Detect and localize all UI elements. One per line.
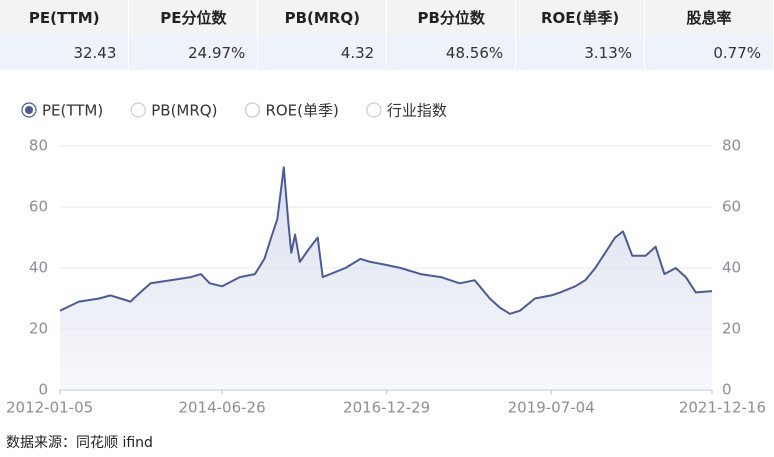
x-tick-label: 2019-07-04 [508,399,595,417]
stats-table: PE(TTM) PE分位数 PB(MRQ) PB分位数 ROE(单季) 股息率 … [0,0,774,70]
source-note: 数据来源：同花顺 ifind [6,435,153,451]
radio[interactable] [366,102,382,118]
x-tick-label: 2016-12-29 [343,399,430,417]
y2-tick-label: 40 [722,259,741,277]
option-label[interactable]: PB(MRQ) [151,102,217,120]
value-cell: 3.13% [515,35,646,70]
header-cell: PE(TTM) [0,0,130,35]
header-cell: ROE(单季) [515,0,646,35]
option-label[interactable]: ROE(单季) [265,102,338,120]
y2-tick-label: 80 [722,137,741,155]
y-tick-label: 60 [29,198,48,216]
x-tick-label: 2021-12-16 [679,399,766,417]
y-tick-label: 20 [29,320,48,338]
header-cell: PE分位数 [128,0,259,35]
radio-dot [25,106,33,114]
radio[interactable] [244,102,261,118]
value-cell: 48.56% [386,35,517,70]
value-cell: 32.43 [0,35,130,70]
y-tick-label: 80 [29,137,48,155]
y-tick-label: 40 [29,259,48,277]
y-tick-label: 0 [38,381,48,399]
y2-tick-label: 20 [722,320,741,338]
value-cell: 0.77% [644,35,774,70]
x-tick-label: 2012-01-05 [6,399,93,417]
radio[interactable] [130,102,146,118]
y2-tick-label: 60 [722,198,741,216]
header-cell: PB(MRQ) [257,0,388,35]
area-fill [60,167,712,390]
option-label[interactable]: 行业指数 [387,102,447,120]
x-tick-label: 2014-06-26 [178,399,265,417]
header-row: PE(TTM) PE分位数 PB(MRQ) PB分位数 ROE(单季) 股息率 [0,0,774,35]
header-cell: 股息率 [644,0,774,35]
y2-tick-label: 0 [722,381,732,399]
header-cell: PB分位数 [386,0,517,35]
value-cell: 24.97% [128,35,259,70]
line [59,166,713,315]
value-row: 32.43 24.97% 4.32 48.56% 3.13% 0.77% [0,35,774,70]
option-label[interactable]: PE(TTM) [42,102,103,120]
value-cell: 4.32 [257,35,388,70]
